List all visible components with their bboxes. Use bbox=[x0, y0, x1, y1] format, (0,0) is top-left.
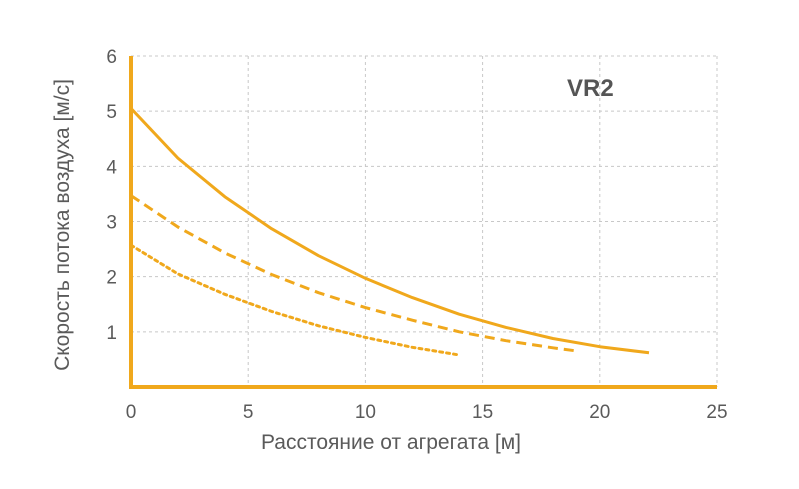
y-tick-label: 6 bbox=[106, 47, 117, 68]
y-tick-label: 3 bbox=[106, 213, 117, 234]
y-tick-label: 4 bbox=[106, 157, 117, 178]
y-tick-label: 2 bbox=[106, 268, 117, 289]
axes bbox=[129, 56, 717, 389]
x-tick-label: 5 bbox=[243, 402, 254, 423]
y-axis-title: Скорость потока воздуха [м/с] bbox=[51, 79, 74, 371]
y-tick-label: 5 bbox=[106, 102, 117, 123]
series-line-dotted bbox=[129, 243, 461, 357]
y-tick-label: 1 bbox=[106, 323, 117, 344]
grid bbox=[131, 55, 718, 387]
x-axis-title: Расстояние от агрегата [м] bbox=[261, 431, 521, 454]
x-tick-label: 10 bbox=[355, 402, 376, 423]
series-line-solid bbox=[129, 107, 650, 355]
x-tick-label: 0 bbox=[126, 402, 137, 423]
chart-annotation: VR2 bbox=[567, 75, 614, 102]
series-line-dashed bbox=[130, 194, 575, 353]
x-tick-label: 15 bbox=[472, 402, 493, 423]
tick-labels: 0 5 10 15 20 25 1 2 3 4 5 6 bbox=[106, 47, 727, 423]
x-tick-label: 25 bbox=[706, 402, 727, 423]
x-tick-label: 20 bbox=[589, 402, 610, 423]
series-group bbox=[129, 107, 650, 357]
